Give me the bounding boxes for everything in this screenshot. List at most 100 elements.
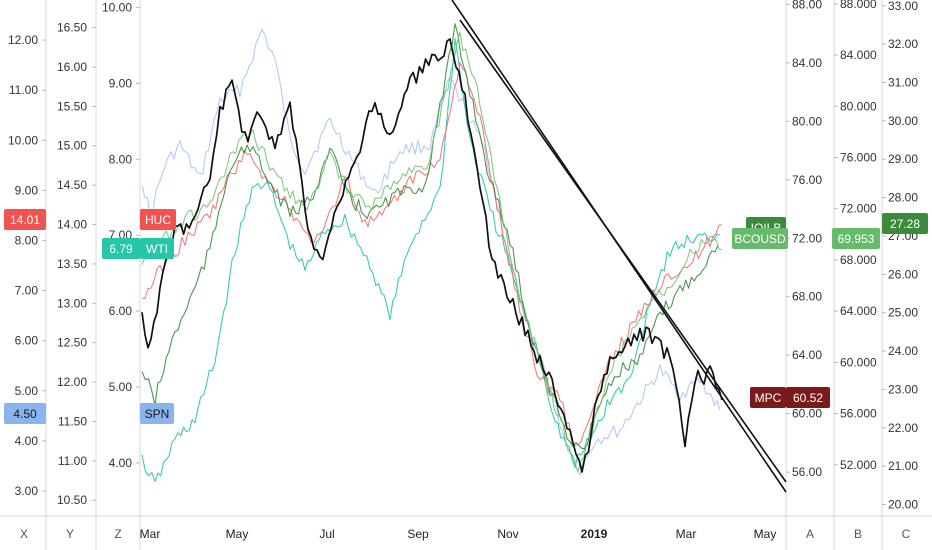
axis-b-tick: 72.000 [840, 202, 877, 216]
axis-letter-b: B [854, 527, 862, 541]
axis-c-tick: 31.00 [888, 75, 918, 89]
axis-c-tick: 33.00 [888, 0, 918, 13]
price-tag-label: BCOUSD [734, 232, 786, 246]
axis-b-tick: 88.000 [840, 0, 877, 11]
axis-b-tick: 64.000 [840, 304, 877, 318]
price-tag-box [4, 209, 46, 230]
axis-z-tick: 6.00 [109, 304, 133, 318]
price-tag-box [140, 209, 176, 230]
axis-x-tick: 11.00 [9, 83, 38, 97]
axis-y-tick: 12.00 [57, 375, 87, 389]
axis-c-tick: 28.00 [888, 191, 918, 205]
price-tag-label: MPC [755, 391, 782, 405]
price-tag-box [832, 228, 880, 249]
axis-b-tick: 84.000 [840, 48, 877, 62]
price-tag-label: HUC [145, 213, 171, 227]
series-bcousd [141, 31, 723, 472]
x-tick: Jul [319, 527, 334, 541]
axis-a-tick: 72.00 [792, 231, 822, 245]
trendline-layer [451, 0, 787, 493]
axis-z-tick: 5.00 [109, 380, 133, 394]
price-tag-label: 69.953 [838, 232, 875, 246]
axis-c-tick: 20.00 [888, 497, 918, 511]
axis-y-tick: 13.00 [57, 296, 87, 310]
axis-b-tick: 60.000 [840, 355, 877, 369]
x-tick: Mar [140, 527, 161, 541]
axis-y-tick: 15.50 [57, 99, 87, 113]
price-tag-69-953: 69.953 [832, 228, 880, 249]
price-tag-box [102, 238, 140, 259]
price-tag-14-01: 14.01 [4, 209, 46, 230]
axis-letter-a: A [806, 527, 814, 541]
price-tag-label: 4.50 [13, 407, 37, 421]
price-tag-spn: SPN [140, 403, 174, 424]
axis-c-tick: 26.00 [888, 267, 918, 281]
price-tag-label: 60.52 [793, 391, 823, 405]
axis-c-tick: 29.00 [888, 152, 918, 166]
price-tag-box [4, 403, 46, 424]
price-tag-box [732, 228, 788, 249]
axis-y-tick: 11.00 [58, 454, 87, 468]
axis-b-tick: 76.000 [840, 150, 877, 164]
price-tag-box [140, 403, 174, 424]
series-mpc [141, 38, 723, 473]
axis-c-tick: 25.00 [888, 306, 918, 320]
axis-x-tick: 6.00 [15, 334, 39, 348]
axis-c-tick: 30.00 [888, 114, 918, 128]
series-huc [141, 62, 722, 446]
price-tag-label: 27.28 [890, 217, 920, 231]
axis-y-tick: 15.00 [57, 139, 87, 153]
price-tag-box [786, 387, 830, 408]
trend-2 [459, 19, 787, 483]
x-tick: May [226, 527, 249, 541]
series-wti [141, 37, 721, 482]
axis-y-tick: 14.50 [57, 178, 87, 192]
axis-letter-y: Y [66, 527, 74, 541]
axis-a-tick: 68.00 [792, 290, 822, 304]
x-tick: Sep [407, 527, 429, 541]
axis-a-tick: 64.00 [792, 348, 822, 362]
axis-x-tick: 9.00 [15, 183, 39, 197]
axis-z-tick: 8.00 [109, 152, 133, 166]
price-tag-label: 14.01 [10, 213, 40, 227]
axis-z-tick: 9.00 [109, 76, 133, 90]
axis-x-tick: 8.00 [15, 233, 39, 247]
axis-letter-c: C [902, 527, 911, 541]
axis-letter-x: X [20, 527, 28, 541]
price-tag-label: SPN [145, 407, 170, 421]
price-tag-27-28: 27.28 [882, 213, 928, 234]
price-tag-box [882, 213, 928, 234]
axis-y-tick: 16.50 [57, 21, 87, 35]
price-tag-wti: WTI [140, 238, 174, 259]
axis-a-tick: 88.00 [792, 0, 822, 11]
x-tick: Nov [497, 527, 518, 541]
price-tag-bcousd: BCOUSD [732, 228, 788, 249]
axis-c-tick: 32.00 [888, 37, 918, 51]
axis-z-tick: 4.00 [109, 456, 133, 470]
series-layer [141, 23, 723, 482]
axis-x-tick: 12.00 [8, 33, 38, 47]
axis-a-tick: 84.00 [792, 56, 822, 70]
axis-y-tick: 16.00 [57, 60, 87, 74]
price-tags: 14.014.506.79HUCWTISPNIOILBBCOUSDMPC60.5… [4, 209, 928, 424]
axis-a-tick: 60.00 [792, 407, 822, 421]
price-tag-6-79: 6.79 [102, 238, 140, 259]
price-tag-box [750, 387, 786, 408]
series-spn [141, 28, 721, 476]
axis-y-tick: 14.00 [57, 218, 87, 232]
price-tag-label: WTI [146, 242, 168, 256]
axis-a-tick: 80.00 [792, 114, 822, 128]
x-tick: Mar [676, 527, 697, 541]
axis-a-tick: 56.00 [792, 465, 822, 479]
right-axes-ticks: 88.00 84.00 80.00 76.00 72.00 68.00 64.00 60.00… [786, 0, 918, 511]
axis-x-tick: 4.00 [15, 434, 39, 448]
price-tag-label: 6.79 [109, 242, 133, 256]
axis-z-tick: 10.00 [102, 1, 132, 15]
axis-c-tick: 21.00 [888, 459, 918, 473]
axis-y-tick: 12.50 [57, 336, 87, 350]
axis-a-tick: 76.00 [792, 173, 822, 187]
price-tag-4-50: 4.50 [4, 403, 46, 424]
